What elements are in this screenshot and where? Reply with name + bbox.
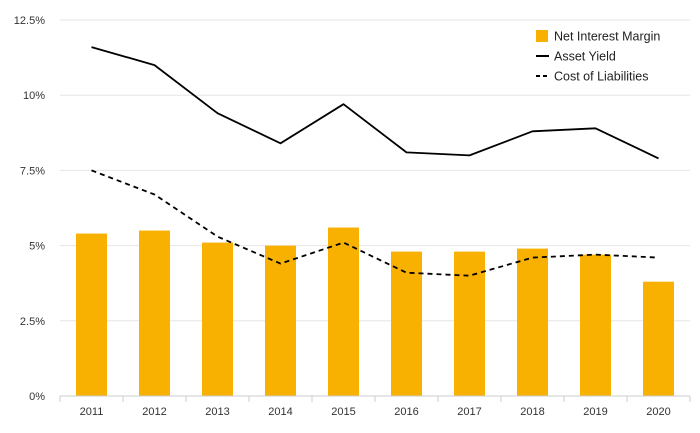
y-tick-label: 10% xyxy=(23,90,45,102)
x-tick-label: 2011 xyxy=(80,406,104,418)
y-axis-ticks: 0% 2.5% 5% 7.5% 10% 12.5% xyxy=(14,15,45,403)
y-tick-label: 12.5% xyxy=(14,15,45,27)
bar-net-interest-margin-2020 xyxy=(643,281,674,396)
bar-net-interest-margin-2015 xyxy=(328,227,359,396)
bar-net-interest-margin-2018 xyxy=(517,248,548,396)
legend-swatch-net-interest-margin xyxy=(536,30,548,42)
bar-net-interest-margin-2011 xyxy=(76,233,107,396)
line-cost-of-liabilities xyxy=(91,169,659,277)
legend-label: Asset Yield xyxy=(554,50,616,64)
x-tick-label: 2017 xyxy=(457,406,481,418)
y-tick-label: 2.5% xyxy=(20,316,45,328)
legend-label: Net Interest Margin xyxy=(554,30,660,44)
bar-net-interest-margin-2019 xyxy=(580,254,611,396)
x-tick-label: 2014 xyxy=(268,406,292,418)
bar-net-interest-margin-2017 xyxy=(454,251,485,396)
line-asset-yield xyxy=(91,46,659,160)
y-tick-label: 5% xyxy=(29,241,45,253)
bar-net-interest-margin-2016 xyxy=(391,251,422,396)
legend: Net Interest Margin Asset Yield Cost of Li… xyxy=(536,30,660,84)
x-tick-label: 2012 xyxy=(142,406,166,418)
x-tick-label: 2016 xyxy=(394,406,418,418)
x-tick-label: 2018 xyxy=(520,406,544,418)
x-tick-label: 2015 xyxy=(331,406,355,418)
legend-label: Cost of Liabilities xyxy=(554,70,649,84)
x-tick-label: 2020 xyxy=(646,406,670,418)
y-tick-label: 0% xyxy=(29,391,45,403)
bar-net-interest-margin-2012 xyxy=(139,230,170,396)
x-axis: 2011 2012 2013 2014 2015 2016 2017 2018 2019 2020 xyxy=(59,395,691,418)
net-interest-margin-bars xyxy=(76,227,674,396)
bar-net-interest-margin-2013 xyxy=(202,242,233,396)
line-series xyxy=(91,46,659,277)
x-tick-label: 2019 xyxy=(583,406,607,418)
bar-net-interest-margin-2014 xyxy=(265,245,296,396)
y-tick-label: 7.5% xyxy=(20,165,45,177)
x-tick-label: 2013 xyxy=(205,406,229,418)
